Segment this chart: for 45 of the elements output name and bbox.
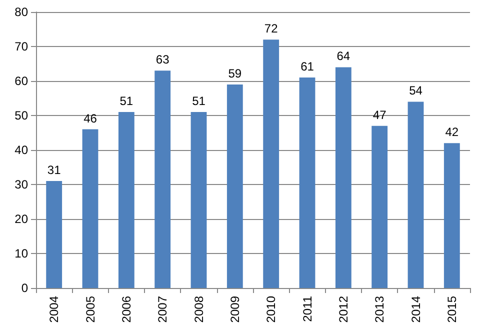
y-tick-label: 60 <box>14 74 28 88</box>
bar <box>190 112 207 288</box>
data-label: 31 <box>47 163 62 178</box>
data-label: 59 <box>228 66 242 80</box>
bar <box>118 112 134 288</box>
bar <box>444 143 460 288</box>
x-tick-label: 2004 <box>47 296 62 323</box>
x-tick-label: 2010 <box>264 296 278 323</box>
data-label: 42 <box>445 125 459 140</box>
bar <box>82 129 98 288</box>
y-tick-label: 70 <box>14 40 28 54</box>
data-label: 64 <box>336 49 350 64</box>
x-tick-label: 2006 <box>119 296 134 323</box>
y-tick-label: 0 <box>21 281 28 295</box>
data-label: 72 <box>264 22 278 36</box>
y-tick-label: 20 <box>14 212 28 226</box>
x-tick-label: 2013 <box>372 296 387 323</box>
x-tick-label: 2014 <box>408 296 423 323</box>
data-label: 61 <box>300 60 314 74</box>
x-tick-label: 2005 <box>83 296 98 323</box>
bar <box>226 84 243 288</box>
x-tick-label: 2008 <box>192 296 206 323</box>
bar <box>408 102 424 288</box>
y-tick-label: 40 <box>14 143 28 157</box>
data-label: 63 <box>156 52 170 67</box>
data-label: 51 <box>192 94 206 108</box>
data-label: 51 <box>120 94 134 108</box>
data-label: 47 <box>372 108 387 122</box>
bar <box>372 126 388 288</box>
x-tick-label: 2015 <box>444 296 459 323</box>
bar <box>335 67 352 288</box>
y-tick-label: 30 <box>14 178 28 192</box>
y-tick-label: 50 <box>14 108 28 122</box>
x-tick-label: 2012 <box>336 296 350 323</box>
bar <box>46 181 62 288</box>
bar <box>263 40 280 288</box>
data-label: 46 <box>84 111 98 126</box>
bar <box>299 78 316 288</box>
y-tick-label: 80 <box>14 5 28 19</box>
x-tick-label: 2007 <box>156 296 170 323</box>
x-tick-label: 2011 <box>300 296 314 322</box>
x-tick-label: 2009 <box>228 296 242 323</box>
data-label: 54 <box>409 84 423 98</box>
bar <box>154 70 171 288</box>
y-tick-label: 10 <box>14 246 28 260</box>
